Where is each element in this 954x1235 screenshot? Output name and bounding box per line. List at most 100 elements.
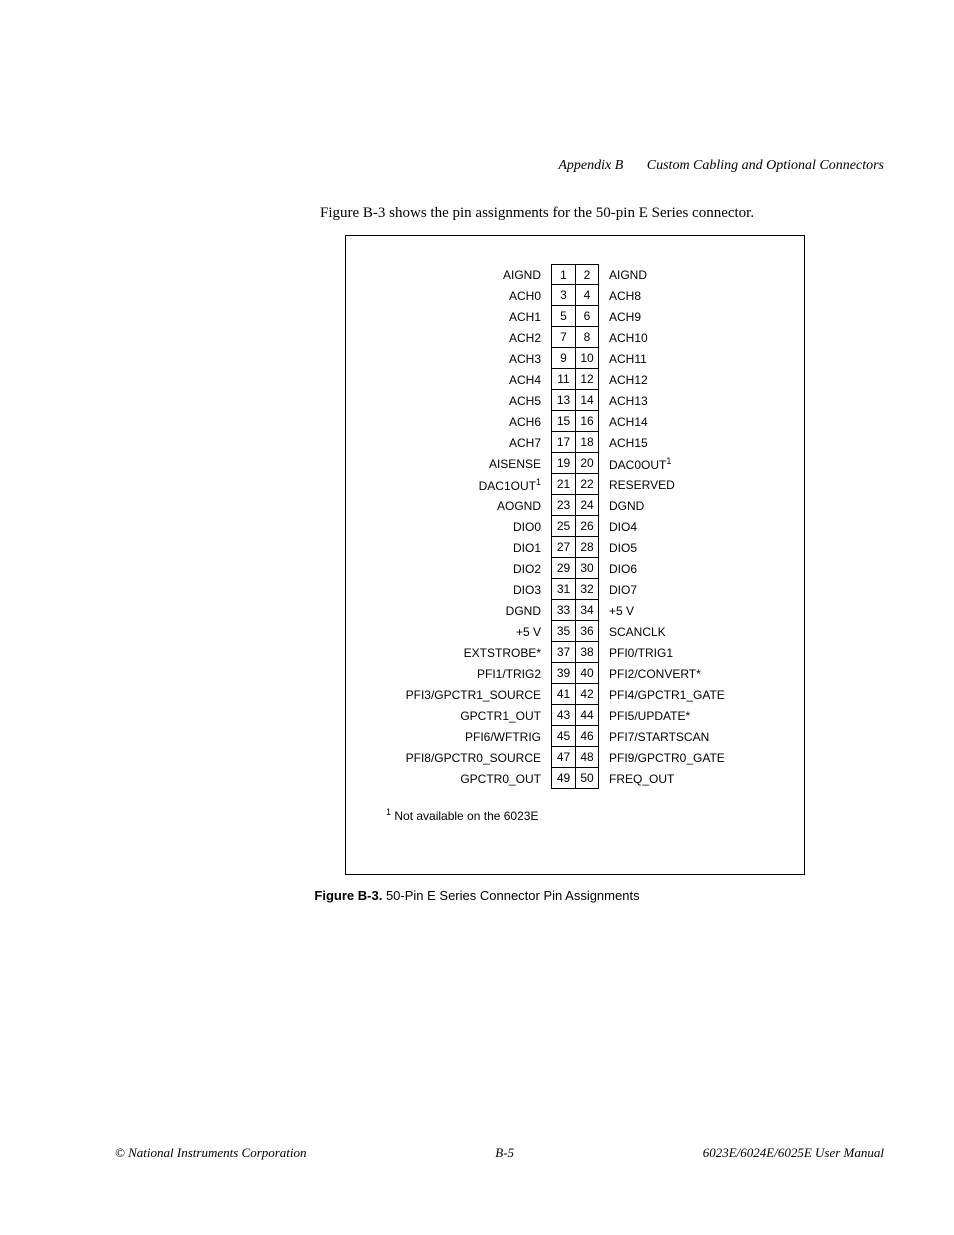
pin-label-left: PFI3/GPCTR1_SOURCE xyxy=(391,688,551,702)
pin-row: DIO22930DIO6 xyxy=(391,558,759,579)
pin-label-right: DIO7 xyxy=(599,583,759,597)
pin-label-right: PFI0/TRIG1 xyxy=(599,646,759,660)
pin-number-left: 11 xyxy=(551,369,575,390)
pin-row: AISENSE1920DAC0OUT1 xyxy=(391,453,759,474)
pin-label-right: PFI9/GPCTR0_GATE xyxy=(599,751,759,765)
pin-label-right: DIO6 xyxy=(599,562,759,576)
pin-number-right: 12 xyxy=(575,369,599,390)
pin-row: ACH51314ACH13 xyxy=(391,390,759,411)
pin-label-left: PFI1/TRIG2 xyxy=(391,667,551,681)
pin-number-right: 36 xyxy=(575,621,599,642)
pin-number-left: 21 xyxy=(551,474,575,495)
page-header: Appendix B Custom Cabling and Optional C… xyxy=(558,158,884,174)
pin-row: DIO12728DIO5 xyxy=(391,537,759,558)
pin-number-right: 2 xyxy=(575,264,599,285)
pin-label-left: DGND xyxy=(391,604,551,618)
figure-caption: Figure B-3. 50-Pin E Series Connector Pi… xyxy=(0,888,954,903)
pin-row: ACH034ACH8 xyxy=(391,285,759,306)
pin-number-left: 37 xyxy=(551,642,575,663)
pin-row: ACH3910ACH11 xyxy=(391,348,759,369)
pin-label-left: PFI6/WFTRIG xyxy=(391,730,551,744)
pin-row: +5 V3536SCANCLK xyxy=(391,621,759,642)
pin-row: ACH156ACH9 xyxy=(391,306,759,327)
pin-label-right: PFI4/GPCTR1_GATE xyxy=(599,688,759,702)
pin-number-left: 43 xyxy=(551,705,575,726)
pin-row: GPCTR0_OUT4950FREQ_OUT xyxy=(391,768,759,789)
pin-label-left: ACH0 xyxy=(391,289,551,303)
pin-row: DAC1OUT12122RESERVED xyxy=(391,474,759,495)
pin-number-left: 5 xyxy=(551,306,575,327)
pin-label-right: ACH10 xyxy=(599,331,759,345)
pin-label-right: AIGND xyxy=(599,268,759,282)
pin-row: GPCTR1_OUT4344PFI5/UPDATE* xyxy=(391,705,759,726)
pin-number-right: 4 xyxy=(575,285,599,306)
pin-label-left: GPCTR1_OUT xyxy=(391,709,551,723)
pin-table: AIGND12AIGNDACH034ACH8ACH156ACH9ACH278AC… xyxy=(346,264,804,789)
pin-number-right: 50 xyxy=(575,768,599,789)
pin-number-right: 48 xyxy=(575,747,599,768)
pin-label-right: +5 V xyxy=(599,604,759,618)
pin-label-right: ACH9 xyxy=(599,310,759,324)
pin-number-left: 9 xyxy=(551,348,575,369)
pin-label-right: PFI2/CONVERT* xyxy=(599,667,759,681)
pin-row: DIO33132DIO7 xyxy=(391,579,759,600)
pin-number-left: 49 xyxy=(551,768,575,789)
footer-center: B-5 xyxy=(495,1145,514,1161)
pin-row: PFI1/TRIG23940PFI2/CONVERT* xyxy=(391,663,759,684)
pin-number-right: 42 xyxy=(575,684,599,705)
pin-label-right: FREQ_OUT xyxy=(599,772,759,786)
page-footer: © National Instruments Corporation B-5 6… xyxy=(115,1145,884,1161)
pin-label-right: ACH13 xyxy=(599,394,759,408)
footnote-text: Not available on the 6023E xyxy=(391,809,538,823)
pin-row: ACH71718ACH15 xyxy=(391,432,759,453)
pin-label-left: AIGND xyxy=(391,268,551,282)
pin-row: ACH278ACH10 xyxy=(391,327,759,348)
figure-box: AIGND12AIGNDACH034ACH8ACH156ACH9ACH278AC… xyxy=(345,235,805,875)
pin-label-left: ACH1 xyxy=(391,310,551,324)
pin-number-left: 47 xyxy=(551,747,575,768)
pin-label-right: ACH12 xyxy=(599,373,759,387)
pin-label-right: ACH8 xyxy=(599,289,759,303)
pin-number-left: 45 xyxy=(551,726,575,747)
pin-number-right: 38 xyxy=(575,642,599,663)
pin-number-right: 10 xyxy=(575,348,599,369)
pin-row: ACH61516ACH14 xyxy=(391,411,759,432)
pin-label-right: ACH15 xyxy=(599,436,759,450)
pin-label-left: ACH5 xyxy=(391,394,551,408)
pin-number-left: 17 xyxy=(551,432,575,453)
pin-number-left: 39 xyxy=(551,663,575,684)
pin-label-left: DAC1OUT1 xyxy=(391,477,551,493)
header-appendix: Appendix B xyxy=(558,158,623,173)
pin-row: DIO02526DIO4 xyxy=(391,516,759,537)
pin-label-right: RESERVED xyxy=(599,478,759,492)
pin-number-left: 23 xyxy=(551,495,575,516)
pin-label-left: DIO2 xyxy=(391,562,551,576)
header-title: Custom Cabling and Optional Connectors xyxy=(647,158,884,173)
pin-label-left: DIO0 xyxy=(391,520,551,534)
footnote: 1 Not available on the 6023E xyxy=(386,807,804,823)
pin-number-left: 33 xyxy=(551,600,575,621)
caption-label: Figure B-3. xyxy=(314,888,386,903)
pin-label-left: AISENSE xyxy=(391,457,551,471)
pin-label-right: ACH11 xyxy=(599,352,759,366)
pin-label-left: ACH7 xyxy=(391,436,551,450)
pin-label-left: ACH3 xyxy=(391,352,551,366)
caption-text: 50-Pin E Series Connector Pin Assignment… xyxy=(386,888,640,903)
footer-left: © National Instruments Corporation xyxy=(115,1145,307,1161)
pin-label-right: PFI7/STARTSCAN xyxy=(599,730,759,744)
pin-number-right: 20 xyxy=(575,453,599,474)
pin-number-left: 1 xyxy=(551,264,575,285)
pin-number-left: 31 xyxy=(551,579,575,600)
pin-number-left: 41 xyxy=(551,684,575,705)
footer-right: 6023E/6024E/6025E User Manual xyxy=(703,1145,884,1161)
pin-row: PFI3/GPCTR1_SOURCE4142PFI4/GPCTR1_GATE xyxy=(391,684,759,705)
pin-row: AOGND2324DGND xyxy=(391,495,759,516)
pin-number-right: 24 xyxy=(575,495,599,516)
pin-number-left: 27 xyxy=(551,537,575,558)
pin-number-right: 18 xyxy=(575,432,599,453)
pin-number-right: 44 xyxy=(575,705,599,726)
pin-number-left: 35 xyxy=(551,621,575,642)
pin-number-right: 34 xyxy=(575,600,599,621)
pin-row: PFI8/GPCTR0_SOURCE4748PFI9/GPCTR0_GATE xyxy=(391,747,759,768)
pin-number-right: 16 xyxy=(575,411,599,432)
